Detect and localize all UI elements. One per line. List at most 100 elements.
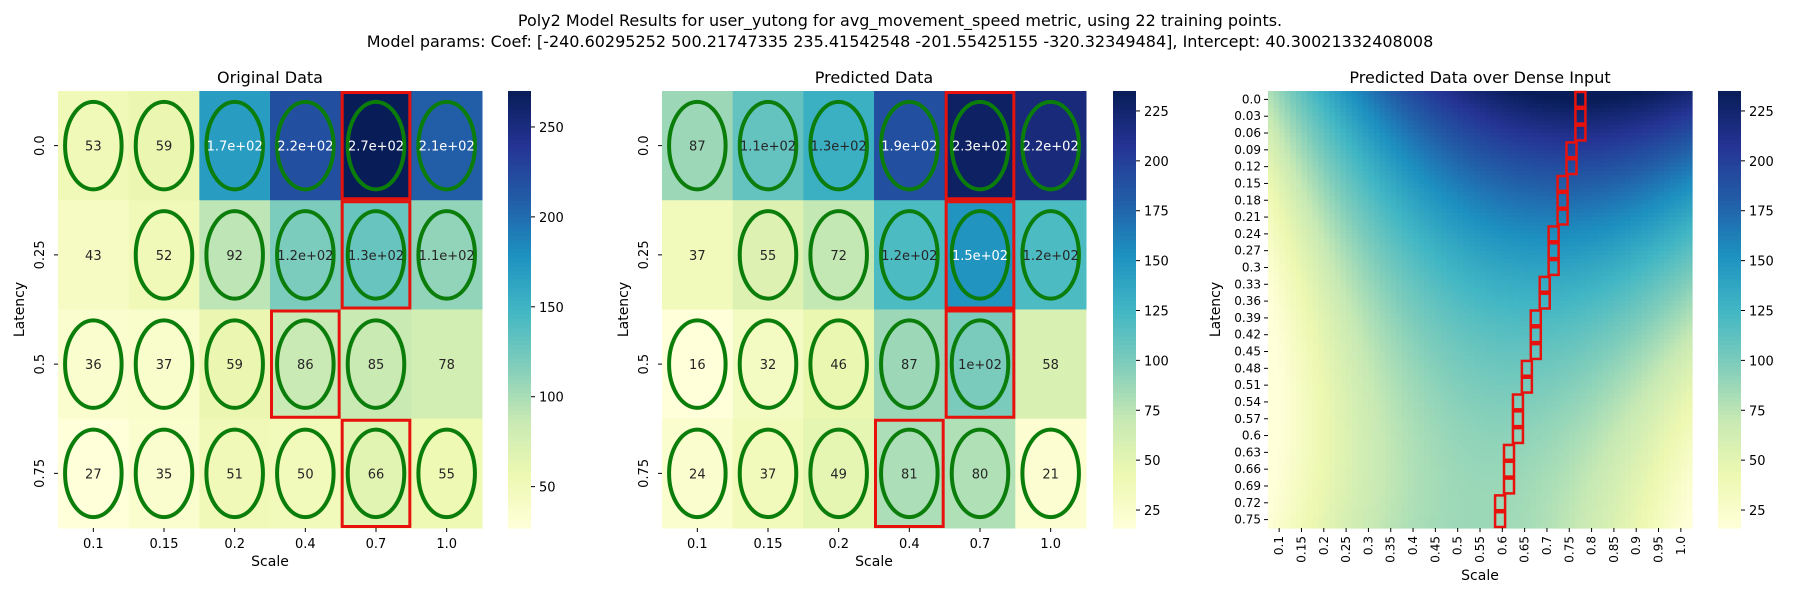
panel3-dense-cell: [1558, 149, 1565, 155]
panel3-dense-cell: [1613, 116, 1621, 122]
panel3-dense-cell: [1452, 263, 1459, 269]
panel3-dense-cell: [1396, 292, 1403, 298]
panel3-dense-cell: [1307, 343, 1314, 348]
panel3-dense-cell: [1424, 296, 1431, 302]
panel3-dense-cell: [1541, 145, 1548, 151]
panel1-training-point-ellipse: [204, 318, 265, 410]
panel3-dense-cell: [1574, 242, 1582, 248]
panel3-dense-cell: [1507, 208, 1515, 214]
panel3-dense-cell: [1630, 292, 1637, 298]
panel3-dense-cell: [1295, 116, 1303, 122]
panel3-dense-cell: [1385, 112, 1392, 117]
panel3-dense-cell: [1580, 334, 1587, 340]
panel3-dense-cell: [1390, 183, 1397, 189]
panel3-dense-cell: [1524, 196, 1531, 201]
panel3-dense-cell: [1385, 242, 1392, 248]
panel3-dense-cell: [1401, 133, 1409, 138]
panel2-cell-label: 72: [830, 249, 847, 264]
panel3-dense-cell: [1524, 275, 1531, 281]
panel3-dense-cell: [1463, 238, 1470, 243]
panel3-dense-cell: [1307, 137, 1314, 143]
panel3-dense-cell: [1496, 326, 1503, 332]
panel3-dense-cell: [1507, 238, 1515, 243]
panel3-dense-cell: [1474, 301, 1481, 306]
panel3-dense-cell: [1546, 107, 1554, 113]
panel2-colorbar-segment: [1113, 466, 1136, 472]
panel3-dense-cell: [1340, 124, 1347, 130]
panel3-dense-cell: [1563, 275, 1570, 281]
panel3-dense-cell: [1340, 238, 1347, 243]
panel3-dense-cell: [1385, 187, 1392, 193]
panel3-dense-cell: [1491, 175, 1498, 180]
panel3-dense-cell: [1619, 179, 1626, 185]
panel3-dense-cell: [1374, 242, 1381, 248]
panel1-x-tick-label: 0.2: [224, 537, 245, 552]
panel3-dense-cell: [1452, 103, 1459, 109]
panel3-dense-cell: [1346, 149, 1353, 155]
panel3-dense-cell: [1452, 317, 1459, 323]
panel3-dense-cell: [1396, 233, 1403, 239]
panel3-dense-cell: [1558, 313, 1565, 319]
panel3-dense-cell: [1440, 141, 1448, 147]
panel3-dense-cell: [1507, 212, 1515, 218]
panel3-dense-cell: [1602, 334, 1609, 340]
panel3-dense-cell: [1435, 301, 1442, 306]
panel3-dense-cell: [1279, 229, 1286, 235]
panel3-dense-cell: [1496, 141, 1503, 147]
panel3-dense-cell: [1374, 183, 1381, 189]
panel3-dense-cell: [1440, 238, 1448, 243]
panel3-dense-cell: [1535, 166, 1542, 172]
panel3-dense-cell: [1625, 296, 1632, 302]
panel1-colorbar-segment: [508, 296, 531, 302]
panel3-dense-cell: [1357, 233, 1364, 239]
panel3-dense-cell: [1435, 145, 1442, 151]
panel3-dense-cell: [1619, 250, 1626, 256]
panel3-dense-cell: [1675, 212, 1682, 218]
panel3-dense-cell: [1413, 149, 1420, 155]
panel3-dense-cell: [1664, 259, 1671, 264]
panel3-dense-cell: [1468, 313, 1476, 319]
panel3-dense-cell: [1323, 103, 1330, 109]
panel3-dense-cell: [1563, 116, 1570, 122]
panel3-dense-cell: [1530, 208, 1537, 214]
panel3-dense-cell: [1625, 162, 1632, 168]
panel3-dense-cell: [1535, 330, 1542, 336]
panel3-dense-cell: [1334, 326, 1342, 332]
panel3-dense-cell: [1435, 204, 1442, 210]
panel2-colorbar-segment: [1113, 506, 1136, 512]
panel3-dense-cell: [1468, 288, 1476, 294]
panel3-dense-cell: [1619, 208, 1626, 214]
panel3-dense-cell: [1290, 292, 1297, 298]
panel3-dense-cell: [1613, 158, 1621, 164]
panel3-dense-cell: [1496, 254, 1503, 260]
panel3-dense-cell: [1379, 301, 1386, 306]
panel3-dense-cell: [1440, 246, 1448, 252]
panel3-dense-cell: [1463, 137, 1470, 143]
panel3-dense-cell: [1502, 242, 1509, 248]
panel3-dense-cell: [1463, 191, 1470, 197]
panel3-dense-cell: [1580, 309, 1587, 315]
panel3-dense-cell: [1396, 196, 1403, 201]
panel3-dense-cell: [1535, 212, 1542, 218]
panel2-colorbar-segment: [1113, 91, 1136, 96]
panel3-dense-cell: [1418, 280, 1425, 285]
panel3-dense-cell: [1429, 284, 1436, 290]
panel3-dense-cell: [1301, 133, 1308, 138]
panel3-dense-cell: [1647, 271, 1654, 277]
panel3-dense-cell: [1385, 149, 1392, 155]
panel3-dense-cell: [1591, 309, 1598, 315]
panel3-dense-cell: [1636, 233, 1643, 239]
panel3-dense-cell: [1290, 317, 1297, 323]
panel1-colorbar-segment: [508, 348, 531, 354]
panel3-dense-cell: [1630, 120, 1637, 126]
panel3-dense-cell: [1368, 183, 1375, 189]
panel3-dense-cell: [1312, 233, 1319, 239]
panel3-dense-cell: [1580, 288, 1587, 294]
panel3-dense-cell: [1368, 191, 1375, 197]
panel3-dense-cell: [1301, 271, 1308, 277]
panel3-dense-cell: [1591, 338, 1598, 344]
panel3-dense-cell: [1502, 107, 1509, 113]
panel3-dense-cell: [1351, 233, 1358, 239]
panel3-dense-cell: [1379, 338, 1386, 344]
panel3-dense-cell: [1613, 305, 1621, 311]
